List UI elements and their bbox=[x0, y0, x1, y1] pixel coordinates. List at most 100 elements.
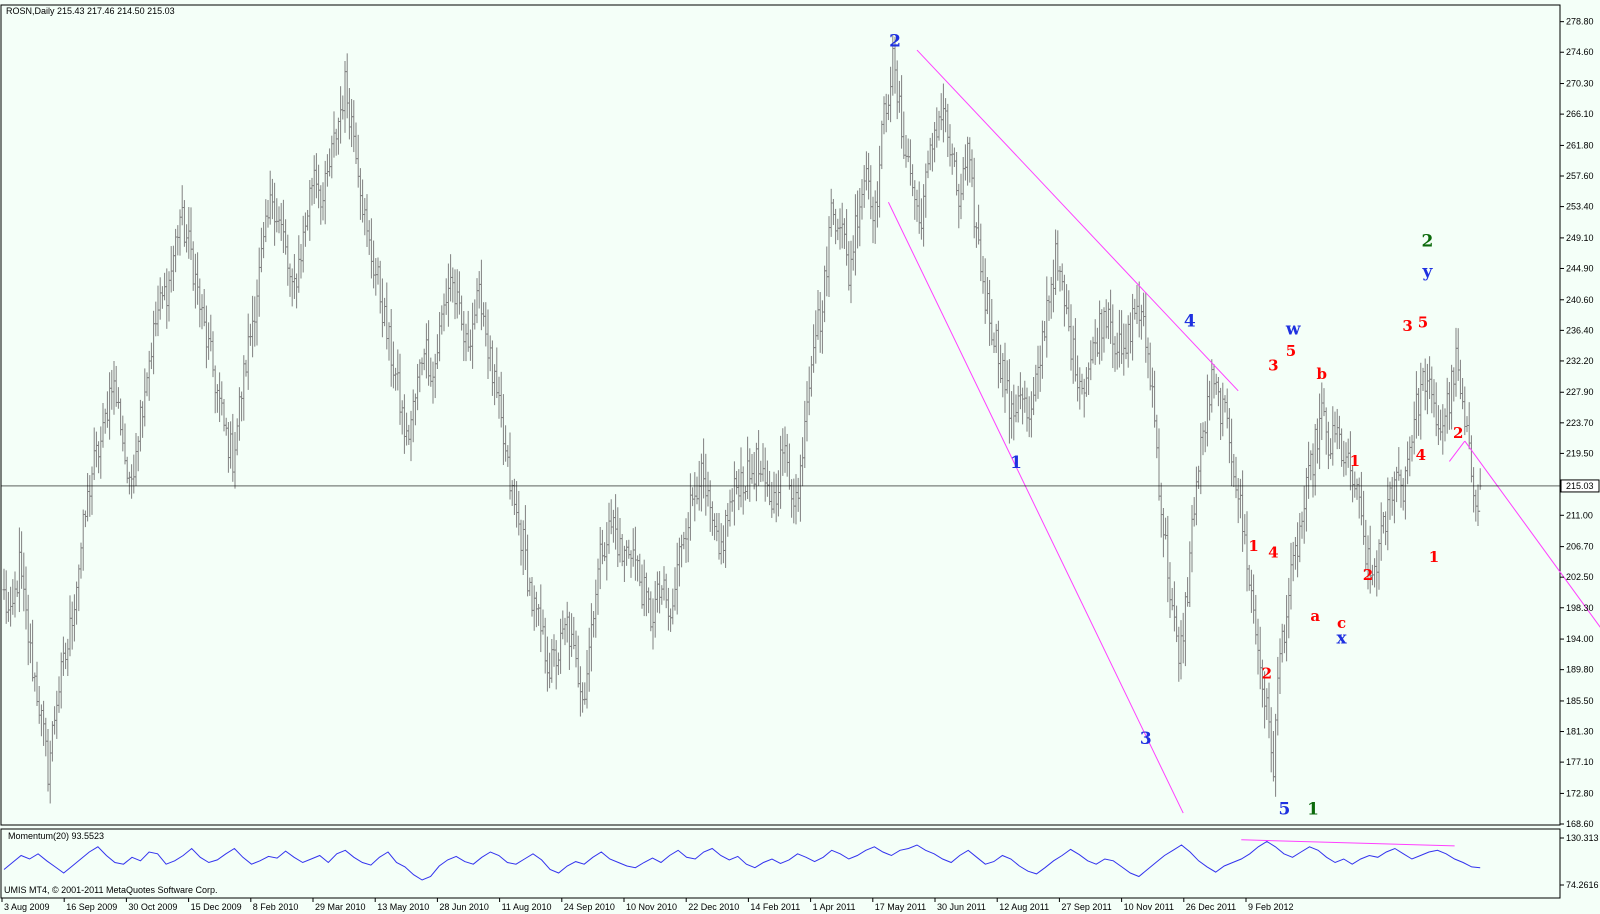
price-bar bbox=[708, 480, 712, 532]
price-bar bbox=[1230, 418, 1234, 487]
price-bar bbox=[158, 277, 162, 320]
price-tick: 177.10 bbox=[1560, 757, 1594, 767]
price-bar bbox=[706, 471, 710, 507]
price-bar bbox=[1392, 471, 1396, 524]
price-bar bbox=[805, 381, 809, 442]
price-bar bbox=[1157, 428, 1161, 501]
price-bar bbox=[1463, 386, 1467, 436]
price-bar bbox=[1164, 517, 1168, 540]
price-bar bbox=[902, 111, 906, 159]
price-bar bbox=[1153, 370, 1157, 428]
price-bar bbox=[596, 558, 600, 615]
svg-text:202.50: 202.50 bbox=[1566, 572, 1594, 582]
price-bar bbox=[572, 616, 576, 650]
price-bar bbox=[523, 505, 527, 570]
price-bar bbox=[834, 208, 838, 245]
price-bar bbox=[328, 148, 332, 177]
svg-text:181.30: 181.30 bbox=[1566, 727, 1594, 737]
date-tick: 8 Feb 2010 bbox=[250, 898, 298, 912]
price-bar bbox=[618, 517, 622, 563]
price-bar bbox=[121, 415, 125, 452]
price-bar bbox=[715, 513, 719, 542]
price-bar bbox=[622, 545, 626, 582]
price-bar bbox=[257, 247, 261, 317]
price-bar bbox=[1318, 393, 1322, 470]
price-bar bbox=[693, 472, 697, 522]
svg-text:10 Nov 2011: 10 Nov 2011 bbox=[1124, 902, 1174, 912]
price-bar bbox=[517, 490, 521, 536]
price-bar bbox=[671, 588, 675, 625]
price-bar bbox=[292, 254, 296, 299]
price-bar bbox=[1388, 481, 1392, 520]
svg-text:74.2616: 74.2616 bbox=[1566, 880, 1599, 890]
price-bar bbox=[264, 199, 268, 243]
price-bar bbox=[587, 627, 591, 692]
svg-text:1 Apr 2011: 1 Apr 2011 bbox=[813, 902, 856, 912]
price-bar bbox=[1373, 558, 1377, 588]
price-bar bbox=[1434, 382, 1438, 437]
price-bar bbox=[1417, 387, 1421, 436]
price-bar bbox=[939, 93, 943, 131]
price-bar bbox=[677, 537, 681, 587]
price-bar bbox=[609, 499, 613, 535]
price-bar bbox=[55, 690, 59, 739]
price-bar bbox=[1058, 265, 1062, 292]
price-bar bbox=[431, 361, 435, 404]
price-bar bbox=[787, 443, 791, 490]
price-bar bbox=[1161, 508, 1165, 558]
price-bar bbox=[1439, 409, 1443, 441]
price-bar bbox=[933, 121, 937, 163]
price-bar bbox=[1469, 435, 1473, 483]
price-bar bbox=[398, 353, 402, 425]
price-bar bbox=[515, 481, 519, 528]
price-bar bbox=[123, 423, 127, 465]
price-bar bbox=[266, 200, 270, 228]
price-bar bbox=[268, 170, 272, 225]
price-bar bbox=[750, 453, 754, 484]
price-bar bbox=[99, 426, 103, 479]
price-bar bbox=[352, 100, 356, 153]
price-bar bbox=[702, 438, 706, 499]
price-bar bbox=[798, 454, 802, 522]
price-bar bbox=[816, 289, 820, 340]
price-bar bbox=[389, 309, 393, 387]
price-bar bbox=[323, 160, 327, 225]
price-bar bbox=[310, 177, 314, 206]
wave-label: y bbox=[1421, 262, 1433, 282]
price-bar bbox=[114, 365, 118, 407]
price-bar bbox=[1175, 605, 1179, 643]
price-bar bbox=[24, 566, 28, 630]
price-bar bbox=[1425, 363, 1429, 415]
price-bar bbox=[57, 676, 61, 713]
price-bar bbox=[127, 471, 131, 495]
price-bar bbox=[660, 585, 664, 605]
price-bar bbox=[1423, 358, 1427, 411]
price-bar bbox=[189, 207, 193, 260]
price-bar bbox=[229, 421, 233, 469]
price-bar bbox=[774, 473, 778, 523]
price-bar bbox=[279, 202, 283, 241]
price-bar bbox=[759, 460, 763, 483]
price-bar bbox=[801, 437, 805, 487]
wave-label: 2 bbox=[1363, 566, 1373, 584]
price-bar bbox=[937, 110, 941, 141]
wave-label: 4 bbox=[1416, 446, 1426, 464]
price-bar bbox=[1223, 395, 1227, 413]
price-bar bbox=[101, 403, 105, 448]
price-bar bbox=[977, 204, 981, 245]
symbol-header: ROSN,Daily 215.43 217.46 214.50 215.03 bbox=[6, 6, 175, 16]
date-tick: 14 Feb 2011 bbox=[747, 898, 800, 912]
price-bar bbox=[880, 120, 884, 170]
price-bar bbox=[1032, 377, 1036, 416]
price-bar bbox=[48, 740, 52, 804]
price-bar bbox=[856, 190, 860, 249]
price-bar bbox=[1447, 381, 1451, 430]
wave-label: 3 bbox=[1268, 356, 1278, 374]
price-bar bbox=[1390, 476, 1394, 516]
price-bar bbox=[191, 241, 195, 291]
date-tick: 15 Dec 2009 bbox=[188, 898, 242, 912]
price-bar bbox=[154, 301, 158, 337]
price-bar bbox=[400, 400, 404, 435]
price-bar bbox=[1236, 478, 1240, 524]
date-tick: 27 Sep 2011 bbox=[1058, 898, 1112, 912]
